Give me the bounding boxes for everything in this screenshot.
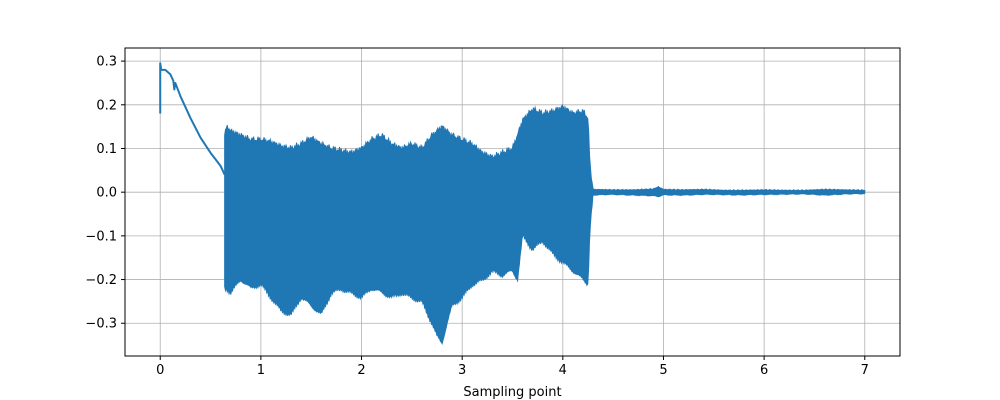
- y-tick-label: −0.2: [85, 273, 117, 288]
- x-tick-label: 0: [156, 363, 164, 378]
- y-tick-label: 0.0: [96, 186, 117, 201]
- x-axis-label: Sampling point: [463, 385, 561, 400]
- y-tick-label: 0.2: [96, 98, 117, 113]
- y-tick-label: −0.3: [85, 317, 117, 332]
- series-layer: [159, 62, 866, 345]
- decay-line: [159, 62, 226, 176]
- x-tick-label: 1: [257, 363, 265, 378]
- x-tick-label: 7: [861, 363, 869, 378]
- y-tick-label: −0.1: [85, 229, 117, 244]
- y-tick-label: 0.3: [96, 55, 117, 70]
- plot-frame: [124, 47, 901, 357]
- y-tick-label: 0.1: [96, 142, 117, 157]
- x-tick-label: 5: [659, 363, 667, 378]
- x-tick-label: 2: [357, 363, 365, 378]
- noise-tail: [592, 185, 866, 198]
- x-tick-label: 6: [760, 363, 768, 378]
- ticks: 0 1 2 3 4 5 6 7 0.3 0.2 0.1 0.0 −0.1 −0.2 −0.3: [85, 55, 868, 378]
- x-tick-label: 3: [458, 363, 466, 378]
- x-tick-label: 4: [559, 363, 567, 378]
